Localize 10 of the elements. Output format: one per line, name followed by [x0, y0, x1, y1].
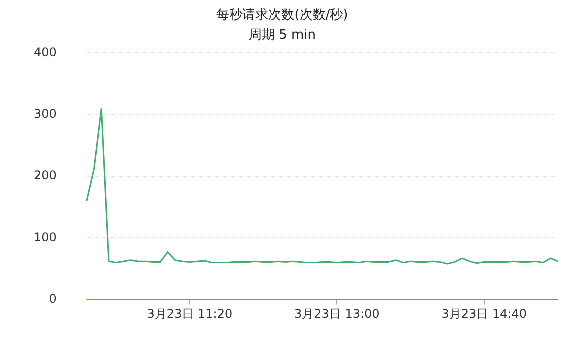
- y-tick-label: 0: [49, 292, 57, 306]
- y-tick-label: 300: [34, 106, 57, 121]
- x-tick-label: 3月23日 13:00: [294, 307, 380, 322]
- y-tick-label: 200: [34, 168, 57, 183]
- x-tick-label: 3月23日 11:20: [147, 307, 233, 322]
- y-tick-label: 100: [34, 230, 57, 244]
- chart-subtitle: 周期 5 min: [248, 28, 316, 43]
- y-tick-label: 400: [34, 45, 57, 60]
- x-tick-label: 3月23日 14:40: [442, 307, 528, 322]
- chart-title: 每秒请求次数(次数/秒): [216, 8, 348, 24]
